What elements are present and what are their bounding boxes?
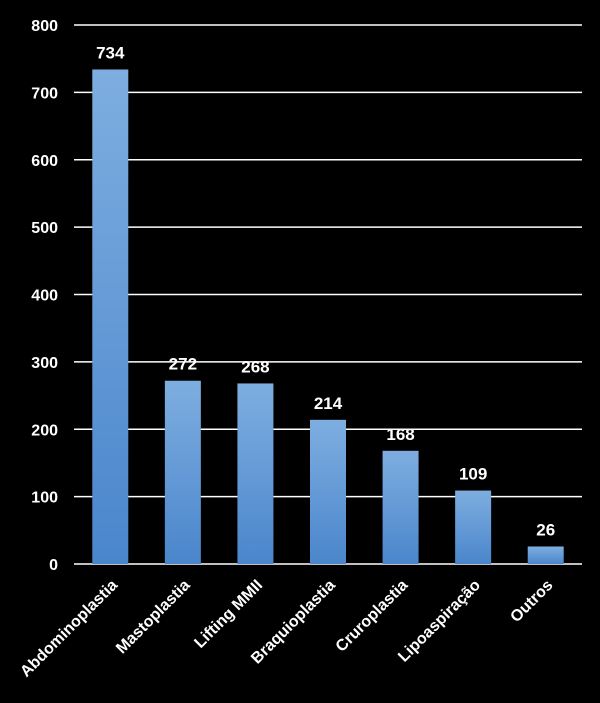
data-label: 26 bbox=[536, 520, 555, 539]
gridlines bbox=[74, 24, 582, 565]
data-label: 109 bbox=[459, 465, 487, 484]
bar bbox=[310, 419, 346, 564]
data-label: 214 bbox=[314, 394, 343, 413]
bar bbox=[92, 69, 129, 564]
data-label: 734 bbox=[96, 43, 125, 62]
bars bbox=[92, 69, 564, 564]
bar bbox=[382, 450, 419, 564]
y-axis-ticks: 0 100 200 300 400 500 600 700 800 bbox=[31, 18, 58, 574]
y-tick-label: 400 bbox=[31, 288, 58, 305]
y-tick-label: 600 bbox=[31, 153, 58, 170]
category-label: Abdominoplastia bbox=[17, 577, 121, 681]
data-label: 268 bbox=[241, 357, 269, 376]
data-label: 168 bbox=[386, 425, 414, 444]
y-tick-label: 700 bbox=[31, 85, 58, 102]
category-label: Outros bbox=[507, 577, 556, 626]
y-tick-label: 300 bbox=[31, 355, 58, 372]
y-tick-label: 100 bbox=[31, 490, 58, 507]
category-label: Lifting MMII bbox=[191, 577, 266, 652]
bar bbox=[527, 546, 564, 564]
y-tick-label: 500 bbox=[31, 220, 58, 237]
y-tick-label: 200 bbox=[31, 422, 58, 439]
bar bbox=[455, 490, 492, 564]
data-labels: 734 272 268 214 168 109 26 bbox=[96, 43, 555, 539]
y-tick-label: 0 bbox=[49, 557, 58, 574]
y-tick-label: 800 bbox=[31, 18, 58, 35]
category-label: Mastoplastia bbox=[113, 577, 194, 658]
category-label: Cruroplastia bbox=[333, 577, 412, 656]
bar bbox=[237, 383, 274, 564]
bar bbox=[164, 380, 201, 564]
data-label: 272 bbox=[169, 355, 197, 374]
